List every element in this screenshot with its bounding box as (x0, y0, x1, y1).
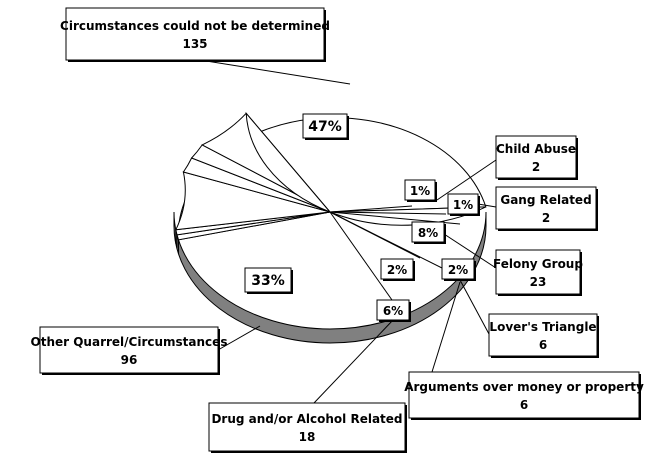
label-layer: 47% Circumstances could not be determined… (31, 7, 644, 453)
data-label-other-quarrel-circumstances: 33% (251, 273, 285, 289)
category-label-drug-and-or-alcohol-related: Drug and/or Alcohol Related (211, 412, 402, 426)
leader-line (313, 319, 394, 404)
leader-line (329, 205, 413, 213)
category-label-other-quarrel-circumstances: Other Quarrel/Circumstances (31, 335, 228, 349)
percent-box-felony-group (411, 221, 445, 243)
leader-line (199, 59, 351, 85)
pie-3d-edge (173, 211, 487, 344)
data-label-drug-and-or-alcohol-related: 6% (383, 304, 403, 318)
category-value-child-abuse: 2 (532, 160, 540, 174)
data-label-child-abuse: 1% (410, 184, 430, 198)
data-label-lover-s-triangle: 2% (387, 263, 407, 277)
percent-box-lover-s-triangle (380, 258, 414, 280)
leader-line (431, 281, 461, 373)
category-value-circumstances-could-not-be-determined: 135 (182, 37, 207, 51)
pie-layer (173, 111, 487, 344)
category-value-gang-related: 2 (542, 211, 550, 225)
category-box-arguments-over-money-or-property (408, 371, 640, 419)
leader-line (443, 233, 497, 269)
leader-line (459, 279, 490, 335)
category-box-child-abuse (495, 135, 577, 179)
percent-box-arguments-over-money-or-property (441, 258, 475, 280)
category-value-drug-and-or-alcohol-related: 18 (299, 430, 316, 444)
category-label-felony-group: Felony Group (493, 257, 583, 271)
category-box-other-quarrel-circumstances (39, 326, 219, 374)
data-label-gang-related: 1% (453, 198, 473, 212)
category-value-other-quarrel-circumstances: 96 (121, 353, 138, 367)
category-box-felony-group (495, 249, 581, 295)
category-label-circumstances-could-not-be-determined: Circumstances could not be determined (60, 19, 330, 33)
category-value-felony-group: 23 (530, 275, 547, 289)
percent-box-drug-and-or-alcohol-related (376, 299, 410, 321)
category-box-lover-s-triangle (488, 313, 598, 357)
leader-line (309, 211, 331, 216)
category-value-arguments-over-money-or-property: 6 (520, 398, 528, 412)
category-label-lover-s-triangle: Lover's Triangle (489, 320, 596, 334)
percent-box-other-quarrel-circumstances (244, 267, 292, 293)
leader-line (329, 211, 447, 215)
category-box-circumstances-could-not-be-determined (65, 7, 325, 61)
data-label-arguments-over-money-or-property: 2% (448, 263, 468, 277)
data-label-circumstances-could-not-be-determined: 47% (308, 119, 342, 135)
category-label-child-abuse: Child Abuse (496, 142, 576, 156)
category-value-lover-s-triangle: 6 (539, 338, 547, 352)
percent-box-circumstances-could-not-be-determined (302, 113, 348, 139)
leader-line (477, 203, 497, 208)
category-label-gang-related: Gang Related (500, 193, 591, 207)
category-box-gang-related (495, 186, 597, 230)
leader-line (329, 211, 393, 301)
category-box-drug-and-or-alcohol-related (208, 402, 406, 452)
leader-line (436, 159, 497, 201)
percent-box-child-abuse (404, 179, 436, 201)
data-label-felony-group: 8% (418, 226, 438, 240)
percent-box-gang-related (447, 193, 479, 215)
category-label-arguments-over-money-or-property: Arguments over money or property (404, 380, 644, 394)
leader-line (217, 325, 261, 351)
